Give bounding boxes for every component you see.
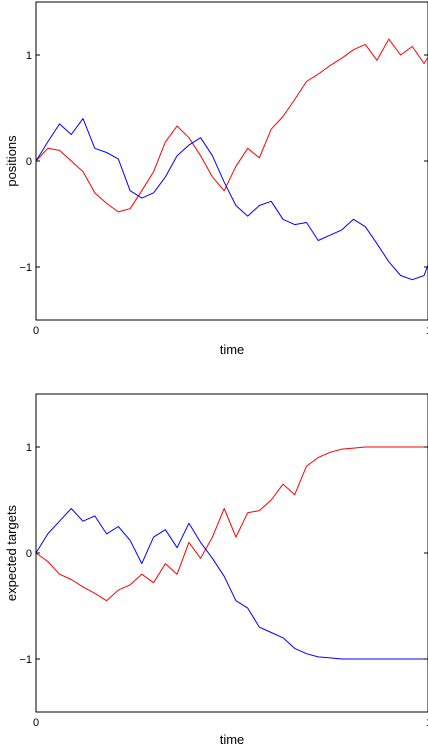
expected-targets-chart: 1 0 −1 0 1 time expected targets	[4, 393, 428, 747]
plot-frame	[35, 393, 428, 713]
y-tick-label: −1	[19, 262, 32, 274]
y-tick-label: 0	[26, 548, 32, 560]
y-axis-label: expected targets	[4, 504, 19, 601]
y-tick-label: 0	[26, 156, 32, 168]
series-line-blue	[35, 118, 428, 281]
x-axis-label: time	[220, 732, 245, 747]
y-tick-label: 1	[26, 442, 32, 454]
series-line-red	[35, 38, 428, 213]
x-tick-label: 0	[33, 325, 39, 337]
positions-chart: 1 0 −1 0 1 time positions	[4, 1, 428, 357]
y-tick-label: −1	[19, 654, 32, 666]
x-axis-label: time	[220, 342, 245, 357]
x-tick-label: 1	[426, 325, 428, 337]
series-line-blue	[35, 508, 428, 660]
x-tick-label: 1	[426, 717, 428, 729]
series-line-red	[35, 446, 428, 602]
y-tick-label: 1	[26, 50, 32, 62]
y-axis-label: positions	[4, 135, 19, 187]
x-tick-label: 0	[33, 717, 39, 729]
